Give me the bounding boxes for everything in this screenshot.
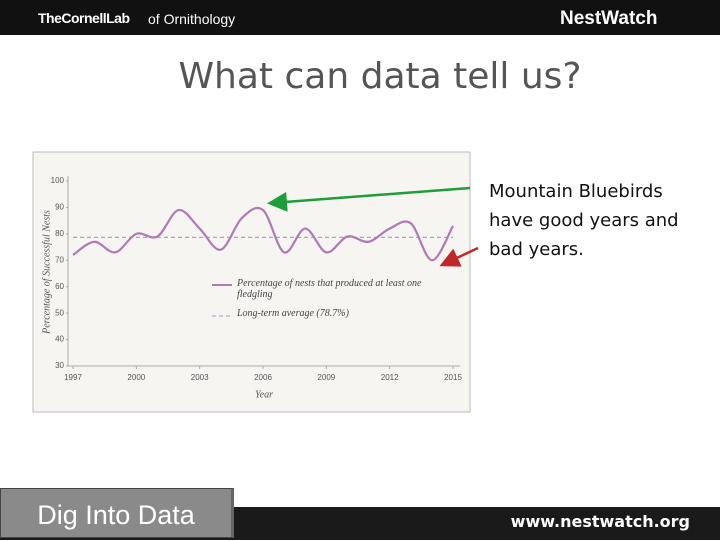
y-tick-label: 60 (55, 282, 64, 291)
logo-right: NestWatch (560, 8, 658, 29)
y-tick-label: 50 (55, 308, 64, 317)
x-tick-label: 2009 (317, 373, 335, 382)
y-tick-label: 80 (55, 229, 64, 238)
legend: Percentage of nests that produced at lea… (237, 278, 437, 319)
x-tick-label: 1997 (64, 373, 82, 382)
chart-frame (32, 151, 471, 413)
arrow-green (267, 186, 471, 212)
logo-left: TheCornellLab (38, 10, 130, 26)
y-tick-label: 100 (51, 176, 65, 185)
y-tick-label: 90 (55, 203, 64, 212)
legend-reference: Long-term average (78.7%) (237, 308, 437, 319)
slide-title: What can data tell us? (178, 56, 582, 97)
logo-left-suffix: of Ornithology (148, 11, 236, 27)
legend-series: Percentage of nests that produced at lea… (237, 278, 437, 300)
y-tick-label: 70 (55, 255, 64, 264)
data-line (72, 206, 454, 262)
x-tick-label: 2015 (444, 373, 462, 382)
legend-series-label: Percentage of nests that produced at lea… (237, 278, 422, 300)
y-tick-label: 40 (55, 335, 64, 344)
dig-into-data-button[interactable]: Dig Into Data (0, 488, 234, 538)
x-tick-label: 2003 (191, 373, 209, 382)
footer-url: www.nestwatch.org (510, 512, 690, 531)
arrow-red (439, 246, 479, 267)
x-tick-label: 2012 (381, 373, 399, 382)
header-bar: TheCornellLab of Ornithology NestWatch (0, 0, 720, 35)
y-tick-label: 30 (55, 361, 64, 370)
x-tick-label: 2006 (254, 373, 272, 382)
x-tick-label: 2000 (127, 373, 145, 382)
annotation: Mountain Bluebirds have good years and b… (489, 181, 679, 260)
legend-reference-label: Long-term average (78.7%) (237, 308, 349, 319)
x-axis-label: Year (255, 389, 273, 400)
y-axis-label: Percentage of Successful Nests (41, 210, 52, 335)
